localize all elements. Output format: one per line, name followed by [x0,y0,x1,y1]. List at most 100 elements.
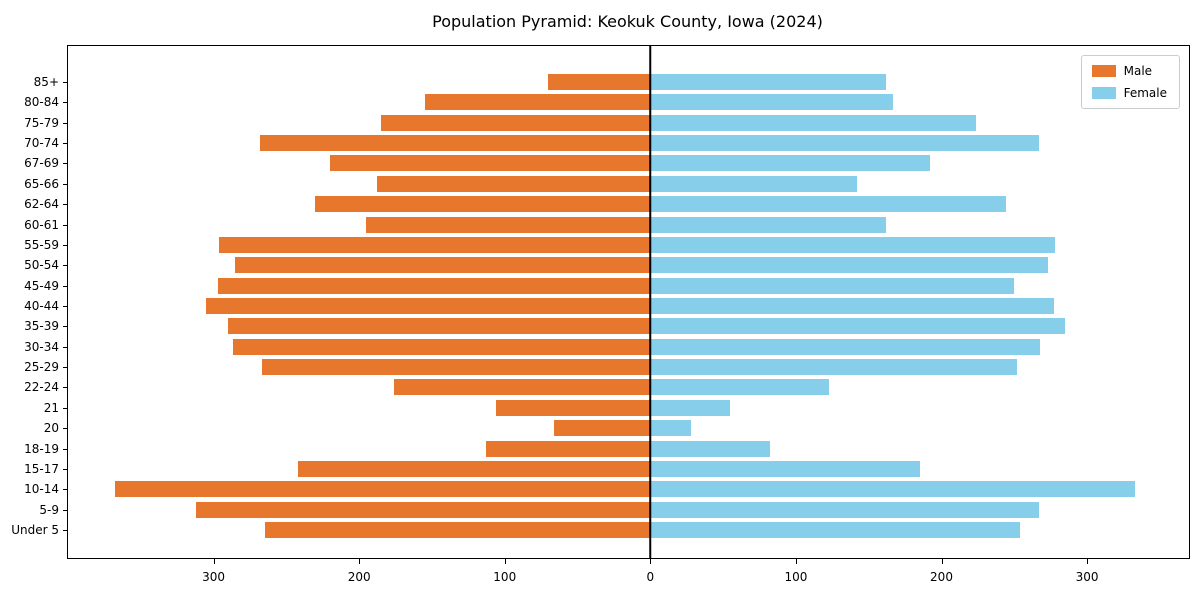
female-bar [650,216,887,233]
male-bar [548,74,651,90]
female-bar [650,501,1040,518]
male-bar [206,298,651,314]
x-tick-mark [504,558,506,564]
y-tick-label: 67-69 [24,156,59,171]
x-tick-label: 300 [202,570,226,584]
female-bar [650,318,1066,335]
male-bar [394,379,651,396]
male-bar [264,522,651,538]
y-tick-label: 20 [43,421,59,436]
x-tick-label: 200 [347,570,371,584]
y-tick-mark [63,367,68,369]
female-bar [650,277,1015,294]
x-tick-label: 0 [646,570,655,584]
y-tick-mark [63,326,68,328]
male-bar [196,501,651,518]
male-legend-swatch [1091,65,1116,77]
y-tick-mark [63,183,68,185]
male-bar [217,277,651,294]
female-bar [650,196,1006,213]
y-tick-label: 10-14 [24,482,59,497]
female-bar [650,94,894,111]
y-tick-mark [63,204,68,206]
y-tick-mark [63,244,68,246]
y-tick-label: 21 [43,400,59,415]
y-tick-mark [63,143,68,145]
zero-axis-line [649,46,652,558]
female-legend-label: Female [1123,86,1167,100]
legend: Male Female [1080,55,1180,109]
y-tick-label: 25-29 [24,360,59,375]
female-bar [650,257,1048,274]
male-bar [496,399,651,416]
female-legend-swatch [1091,87,1116,99]
female-bar [650,114,977,131]
y-tick-mark [63,428,68,430]
x-tick-mark [650,558,652,564]
x-tick-mark [1087,558,1089,564]
y-tick-label: 55-59 [24,237,59,252]
y-tick-mark [63,407,68,409]
female-bar [650,175,858,192]
female-bar [650,298,1054,314]
legend-item-male: Male [1091,64,1167,78]
female-bar [650,460,920,477]
male-bar [376,175,651,192]
y-tick-mark [63,448,68,450]
male-bar [219,236,651,253]
male-bar [424,94,651,111]
male-bar [235,257,651,274]
male-bar [298,460,651,477]
y-tick-mark [63,509,68,511]
x-tick-label: 300 [1075,570,1099,584]
y-tick-label: 5-9 [39,502,59,517]
female-bar [650,399,731,416]
y-tick-mark [63,306,68,307]
female-bar [650,440,770,457]
male-bar [114,481,651,498]
y-tick-mark [63,530,68,531]
female-bar [650,236,1056,253]
y-tick-mark [63,102,68,104]
y-tick-label: 60-61 [24,217,59,232]
y-tick-label: 45-49 [24,278,59,293]
x-tick-label: 100 [493,570,517,584]
y-tick-label: 70-74 [24,136,59,151]
female-bar [650,420,692,437]
x-tick-mark [941,558,943,564]
male-bar [485,440,651,457]
male-bar [232,338,651,355]
female-bar [650,338,1041,355]
x-tick-label: 100 [784,570,808,584]
male-bar [381,114,651,131]
male-bar [554,420,651,437]
female-bar [650,522,1021,538]
y-tick-mark [63,82,68,83]
plot-area: Male Female 85+ 80-84 75-79 70-74 67-69 65-66… [11,45,1190,584]
y-tick-label: 85+ [33,75,59,89]
female-bar [650,135,1040,152]
male-bar [261,359,651,376]
y-tick-mark [63,346,68,348]
y-tick-mark [63,122,68,124]
y-tick-label: 22-24 [24,380,59,395]
female-bar [650,155,930,172]
y-tick-label: 35-39 [24,319,59,334]
y-tick-mark [63,489,68,491]
legend-item-female: Female [1091,86,1167,100]
x-tick-mark [213,558,215,564]
y-tick-label: 50-54 [24,258,59,273]
male-legend-label: Male [1123,64,1153,78]
y-tick-label: 30-34 [24,339,59,354]
y-tick-mark [63,265,68,267]
male-bar [228,318,651,335]
y-tick-label: 65-66 [24,176,59,191]
female-bar [650,379,830,396]
y-tick-mark [63,163,68,165]
y-tick-label: 75-79 [24,115,59,130]
male-bar [366,216,651,233]
y-tick-mark [63,224,68,226]
male-bar [315,196,651,213]
chart-title: Population Pyramid: Keokuk County, Iowa … [432,12,823,31]
